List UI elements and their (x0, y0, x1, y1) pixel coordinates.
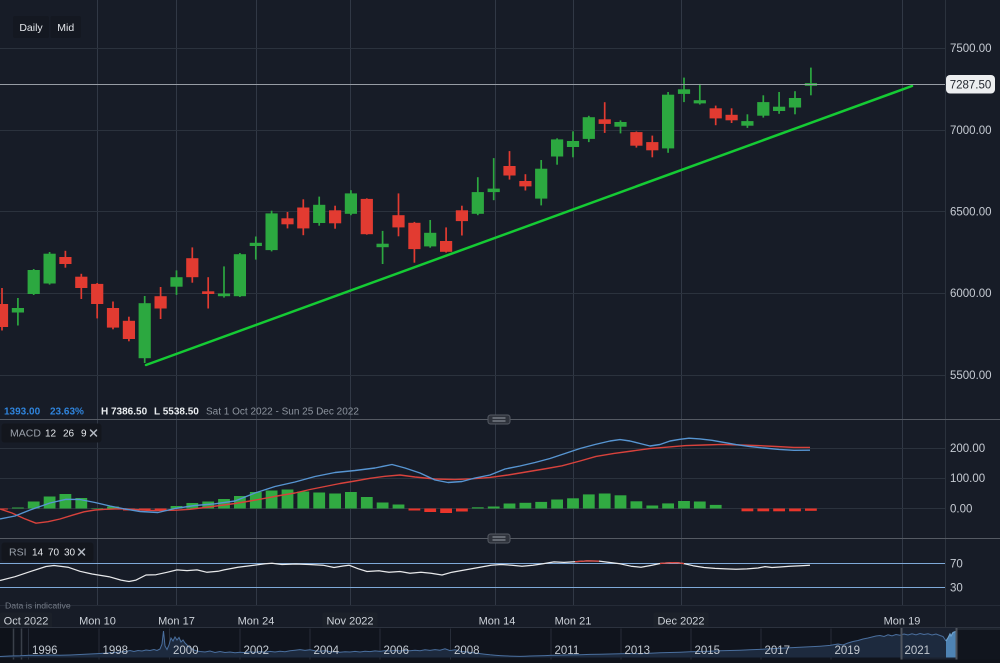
svg-text:70: 70 (950, 559, 963, 571)
svg-text:23.63%: 23.63% (50, 407, 84, 418)
svg-text:2013: 2013 (625, 645, 651, 657)
svg-text:Dec 2022: Dec 2022 (657, 616, 704, 628)
svg-text:Mon 19: Mon 19 (884, 616, 921, 628)
svg-text:30: 30 (64, 548, 76, 559)
svg-text:2000: 2000 (173, 645, 199, 657)
svg-text:Nov 2022: Nov 2022 (326, 616, 373, 628)
svg-text:5500.00: 5500.00 (950, 370, 992, 382)
svg-text:Sat 1 Oct 2022 - Sun 25 Dec 20: Sat 1 Oct 2022 - Sun 25 Dec 2022 (206, 407, 359, 418)
svg-text:Oct 2022: Oct 2022 (4, 616, 49, 628)
svg-text:H 7386.50: H 7386.50 (101, 407, 148, 418)
svg-text:Mon 17: Mon 17 (158, 616, 195, 628)
svg-text:2019: 2019 (835, 645, 861, 657)
svg-text:14: 14 (32, 548, 44, 559)
svg-text:2017: 2017 (765, 645, 791, 657)
svg-text:1998: 1998 (103, 645, 129, 657)
svg-text:6000.00: 6000.00 (950, 288, 992, 300)
svg-text:2015: 2015 (695, 645, 721, 657)
svg-text:MACD: MACD (10, 428, 41, 440)
svg-text:2006: 2006 (384, 645, 410, 657)
svg-text:Data is indicative: Data is indicative (5, 601, 71, 611)
svg-text:200.00: 200.00 (950, 443, 985, 455)
svg-text:Mon 21: Mon 21 (555, 616, 592, 628)
svg-text:2002: 2002 (244, 645, 270, 657)
svg-text:2021: 2021 (905, 645, 931, 657)
svg-text:7287.50: 7287.50 (950, 80, 992, 92)
svg-text:Mon 24: Mon 24 (238, 616, 275, 628)
svg-text:12: 12 (45, 429, 57, 440)
svg-text:Mid: Mid (57, 22, 74, 34)
svg-text:6500.00: 6500.00 (950, 207, 992, 219)
svg-text:100.00: 100.00 (950, 473, 985, 485)
svg-text:L 5538.50: L 5538.50 (154, 407, 199, 418)
svg-text:1393.00: 1393.00 (4, 407, 41, 418)
svg-text:Daily: Daily (19, 22, 43, 34)
svg-text:9: 9 (81, 429, 87, 440)
svg-text:2011: 2011 (555, 645, 580, 657)
svg-text:30: 30 (950, 583, 963, 595)
svg-text:26: 26 (63, 429, 75, 440)
svg-text:0.00: 0.00 (950, 504, 972, 516)
svg-text:RSI: RSI (9, 547, 27, 559)
svg-text:2008: 2008 (454, 645, 480, 657)
svg-text:7000.00: 7000.00 (950, 125, 992, 137)
svg-text:Mon 10: Mon 10 (79, 616, 116, 628)
svg-text:1996: 1996 (32, 645, 58, 657)
svg-text:Mon 14: Mon 14 (479, 616, 516, 628)
svg-text:7500.00: 7500.00 (950, 43, 992, 55)
svg-text:70: 70 (48, 548, 60, 559)
svg-text:2004: 2004 (314, 645, 340, 657)
